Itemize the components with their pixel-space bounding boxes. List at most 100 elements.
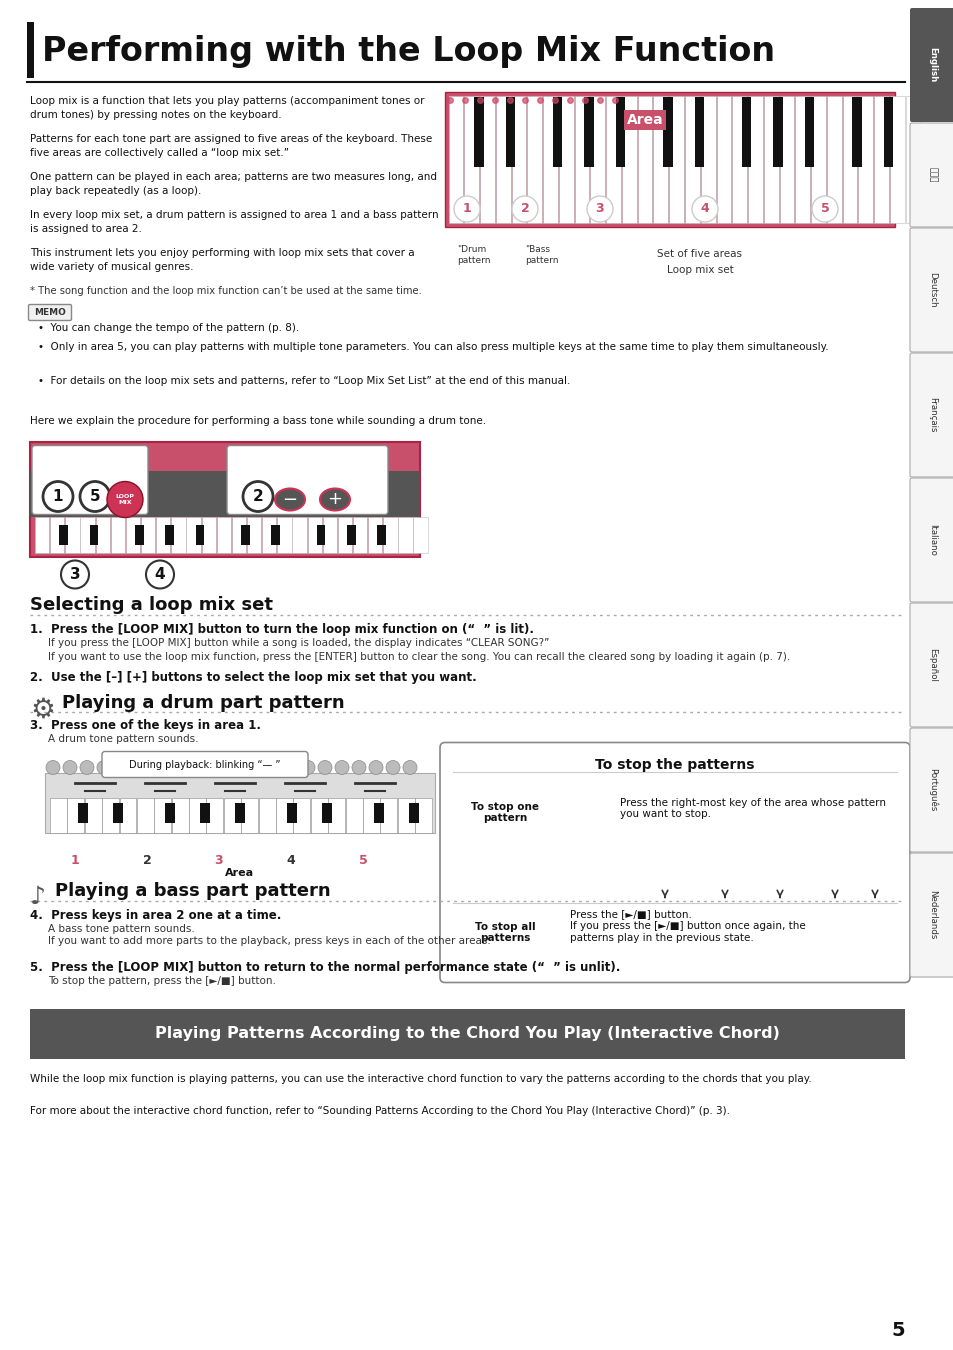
Circle shape [148,760,162,775]
Text: * The song function and the loop mix function can’t be used at the same time.: * The song function and the loop mix fun… [30,286,421,296]
Bar [347,525,355,544]
Bar [241,525,250,544]
Circle shape [113,760,128,775]
Bar [119,798,136,833]
Bar [258,798,275,833]
Bar [374,803,384,822]
Bar [206,798,223,833]
Text: 5: 5 [90,489,100,504]
Bar [377,525,386,544]
Bar [415,798,432,833]
Text: For more about the interactive chord function, refer to “Sounding Patterns Accor: For more about the interactive chord fun… [30,1107,729,1116]
Bar [68,798,84,833]
Circle shape [267,760,281,775]
Bar [59,525,68,544]
Ellipse shape [274,489,305,510]
Bar [413,517,427,552]
Bar [141,517,155,552]
Bar [712,817,726,888]
Bar [292,517,307,552]
FancyBboxPatch shape [909,728,953,852]
Bar [383,517,397,552]
Text: 1: 1 [462,202,471,216]
Bar [789,817,804,888]
FancyBboxPatch shape [909,123,953,227]
FancyBboxPatch shape [29,305,71,320]
Bar [882,97,892,167]
Bar [111,517,125,552]
Circle shape [386,760,399,775]
Circle shape [199,760,213,775]
Text: LOOP
MIX: LOOP MIX [115,494,134,505]
Bar [779,96,794,223]
Bar [380,798,396,833]
Text: Here we explain the procedure for performing a bass tone while sounding a drum t: Here we explain the procedure for perfor… [30,416,486,425]
Bar [195,525,204,544]
Bar [294,798,310,833]
Bar [665,817,679,888]
Bar [653,96,667,223]
Bar [30,1008,904,1058]
Circle shape [512,196,537,221]
Bar [783,817,793,856]
Bar [727,817,741,888]
FancyBboxPatch shape [909,352,953,477]
Text: 1: 1 [71,855,79,868]
Text: One pattern can be played in each area; patterns are two measures long, and
play: One pattern can be played in each area; … [30,171,436,196]
Bar [542,96,558,223]
Text: Area: Area [626,113,662,127]
Bar [345,798,362,833]
Bar [810,96,825,223]
Bar [272,525,280,544]
Bar [852,817,866,888]
Bar [444,92,894,227]
Bar [643,817,653,856]
Bar [135,525,144,544]
Bar [558,96,573,223]
Bar [590,96,604,223]
Circle shape [80,482,110,512]
Text: Loop mix set: Loop mix set [666,265,733,275]
Text: Playing a drum part pattern: Playing a drum part pattern [62,694,344,711]
Bar [649,817,663,888]
Bar [527,96,541,223]
FancyBboxPatch shape [909,853,953,977]
Text: If you press the [LOOP MIX] button while a song is loaded, the display indicates: If you press the [LOOP MIX] button while… [48,639,549,648]
FancyBboxPatch shape [909,228,953,352]
Bar [721,817,730,856]
Circle shape [352,760,366,775]
Circle shape [243,482,273,512]
Circle shape [335,760,349,775]
Bar [311,798,328,833]
Bar [741,97,751,167]
Circle shape [691,196,718,221]
Text: Italiano: Italiano [927,524,937,556]
Bar [50,798,67,833]
Text: 2: 2 [253,489,263,504]
Circle shape [146,560,173,589]
Text: Performing with the Loop Mix Function: Performing with the Loop Mix Function [42,35,774,69]
Text: In every loop mix set, a drum pattern is assigned to area 1 and a bass pattern
i: In every loop mix set, a drum pattern is… [30,211,438,234]
Text: 2: 2 [143,855,152,868]
Bar [669,96,683,223]
Text: 1.  Press the [LOOP MIX] button to turn the loop mix function on (“  ” is lit).: 1. Press the [LOOP MIX] button to turn t… [30,622,534,636]
Bar [328,798,345,833]
Text: Patterns for each tone part are assigned to five areas of the keyboard. These
fi: Patterns for each tone part are assigned… [30,134,432,158]
Text: Français: Français [927,397,937,433]
FancyBboxPatch shape [102,752,308,778]
Text: Area: Area [225,868,254,879]
Text: +: + [327,490,342,509]
Text: 3: 3 [70,567,80,582]
Circle shape [284,760,297,775]
Circle shape [43,482,73,512]
Text: English: English [927,47,937,82]
Bar [680,817,695,888]
FancyBboxPatch shape [909,478,953,602]
Bar [316,525,325,544]
Text: 3.  Press one of the keys in area 1.: 3. Press one of the keys in area 1. [30,720,261,733]
Bar [102,798,119,833]
Text: Playing a bass part pattern: Playing a bass part pattern [55,883,331,900]
Bar [805,817,820,888]
Text: During playback: blinking “— ”: During playback: blinking “— ” [129,760,280,770]
Bar [615,813,884,892]
